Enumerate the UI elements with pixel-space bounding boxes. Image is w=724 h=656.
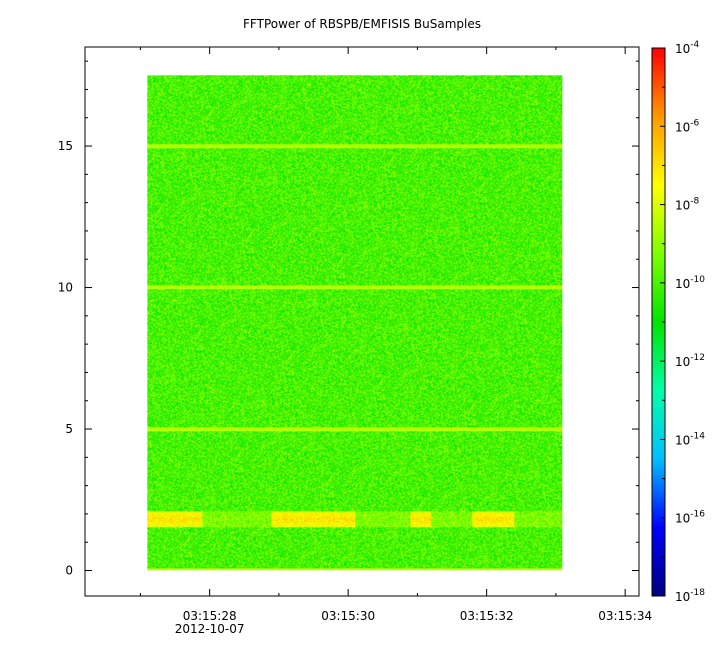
- colorbar-tick-label: 10-16: [675, 510, 705, 526]
- y-tick-label: 5: [65, 422, 73, 436]
- colorbar-tick-label: 10-18: [675, 588, 705, 604]
- spectrogram-image: [147, 75, 562, 570]
- y-tick-label: 15: [58, 139, 73, 153]
- colorbar-tick-label: 10-14: [675, 431, 705, 447]
- x-tick-label: 03:15:32: [460, 609, 514, 623]
- colorbar-tick-label: 10-10: [675, 275, 705, 291]
- x-tick-label: 03:15:30: [321, 609, 375, 623]
- y-tick-label: 0: [65, 564, 73, 578]
- colorbar-tick-label: 10-4: [675, 40, 700, 56]
- x-tick-label: 03:15:34: [598, 609, 652, 623]
- x-tick-label: 03:15:28: [183, 609, 237, 623]
- x-date-label: 2012-10-07: [175, 622, 245, 636]
- colorbar-tick-label: 10-6: [675, 118, 700, 134]
- colorbar-tick-label: 10-8: [675, 197, 700, 213]
- y-tick-label: 10: [58, 281, 73, 295]
- colorbar-tick-label: 10-12: [675, 353, 705, 369]
